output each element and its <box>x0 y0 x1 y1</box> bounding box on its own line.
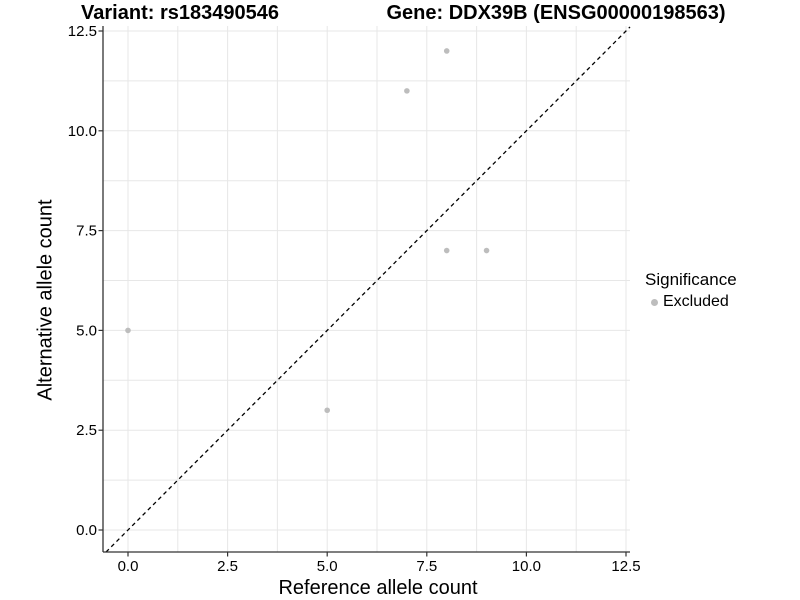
y-tick-label: 12.5 <box>68 23 97 40</box>
axis-lines <box>102 26 630 553</box>
x-tick-label: 10.0 <box>512 558 541 575</box>
x-tick-label: 0.0 <box>118 558 139 575</box>
legend-title: Significance <box>645 270 737 289</box>
legend-item-excluded: Excluded <box>645 293 737 311</box>
data-point <box>483 247 490 254</box>
y-axis-title: Alternative allele count <box>34 199 57 401</box>
y-tick-label: 10.0 <box>68 123 97 140</box>
data-points <box>125 48 490 414</box>
axis-ticks <box>98 30 627 557</box>
legend-item-label: Excluded <box>663 293 729 310</box>
data-point <box>404 88 410 94</box>
legend: Significance Excluded <box>645 270 737 311</box>
y-tick-label: 5.0 <box>76 322 97 339</box>
x-tick-label: 2.5 <box>217 558 238 575</box>
x-tick-label: 5.0 <box>317 558 338 575</box>
y-tick-label: 0.0 <box>76 522 97 539</box>
reference-line-group <box>105 26 631 553</box>
x-tick-label: 12.5 <box>611 558 640 575</box>
plot-title-variant: Variant: rs183490546 <box>81 2 279 24</box>
tick-labels: 0.0 2.5 5.0 7.5 10.0 12.5 0.0 2.5 5.0 7.5 10.0 12.5 <box>68 23 641 575</box>
gridlines <box>103 26 630 552</box>
plot-title-gene: Gene: DDX39B (ENSG00000198563) <box>386 2 726 24</box>
data-point <box>443 48 450 54</box>
data-point <box>125 327 131 334</box>
identity-line <box>105 26 631 553</box>
y-tick-label: 2.5 <box>76 422 97 439</box>
x-tick-label: 7.5 <box>416 558 437 575</box>
x-axis-title: Reference allele count <box>278 577 478 599</box>
data-point <box>443 247 450 254</box>
legend-point-icon <box>651 298 658 306</box>
data-point <box>324 407 331 414</box>
y-tick-label: 7.5 <box>76 223 97 240</box>
